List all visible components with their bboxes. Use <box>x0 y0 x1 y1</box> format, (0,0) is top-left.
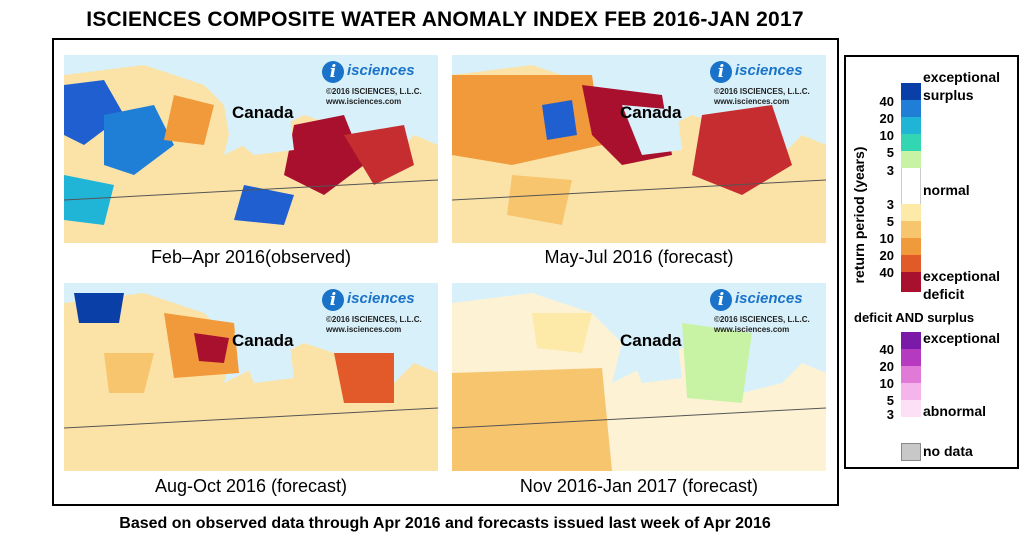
legend-swatch-deficit-3 <box>901 204 921 221</box>
map-label-canada: Canada <box>620 103 682 122</box>
caption-nov-jan: Nov 2016-Jan 2017 (forecast) <box>519 476 759 496</box>
logo-url: www.isciences.com <box>326 97 402 106</box>
map-label-canada: Canada <box>232 103 294 122</box>
legend-tick: 10 <box>879 231 894 246</box>
legend-axis-label: return period (years) <box>851 146 867 284</box>
legend-tick: 3 <box>886 163 894 178</box>
legend-swatch-nodata <box>901 443 921 461</box>
isciences-logo-icon: i <box>710 61 732 83</box>
legend-tick: 5 <box>886 214 894 229</box>
legend-label-exceptional-surplus-2: surplus <box>923 87 974 103</box>
logo-copyright: ©2016 ISCIENCES, L.L.C. <box>326 315 422 324</box>
isciences-logo-icon: i <box>322 61 344 83</box>
logo-brand: isciences <box>347 62 415 79</box>
anomaly-map-nov-jan <box>452 283 826 471</box>
isciences-logo: i isciences ©2016 ISCIENCES, L.L.C. www.… <box>322 61 432 111</box>
legend-tick: 40 <box>879 265 894 280</box>
logo-brand: isciences <box>735 62 803 79</box>
legend-tick: 20 <box>879 111 894 126</box>
legend-swatch-both-40 <box>901 332 921 349</box>
legend-label-both-abnormal: abnormal <box>923 403 987 419</box>
legend-swatch-both-3 <box>901 400 921 417</box>
maps-frame: Canada i isciences ©2016 ISCIENCES, L.L.… <box>52 38 839 506</box>
legend-swatch-both-20 <box>901 349 921 366</box>
legend-label-nodata: no data <box>923 443 973 459</box>
map-panel-nov-jan: Canada i isciences ©2016 ISCIENCES, L.L.… <box>452 283 826 471</box>
footer-note: Based on observed data through Apr 2016 … <box>119 515 771 532</box>
logo-brand: isciences <box>347 290 415 307</box>
legend-swatch-deficit-40 <box>901 272 921 292</box>
legend-label-exceptional-deficit-1: exceptional <box>923 268 1001 284</box>
legend-label-both-exceptional: exceptional <box>923 330 1001 346</box>
logo-copyright: ©2016 ISCIENCES, L.L.C. <box>714 87 810 96</box>
legend: return period (years) exceptional surplu… <box>844 55 1019 469</box>
isciences-logo-icon: i <box>710 289 732 311</box>
isciences-logo: i isciences ©2016 ISCIENCES, L.L.C. www.… <box>710 289 820 339</box>
legend-swatch-surplus-3 <box>901 151 921 168</box>
map-label-canada: Canada <box>620 331 682 350</box>
legend-label-exceptional-surplus-1: exceptional <box>923 69 1001 85</box>
logo-copyright: ©2016 ISCIENCES, L.L.C. <box>714 315 810 324</box>
caption-aug-oct: Aug-Oct 2016 (forecast) <box>154 476 348 496</box>
legend-tick: 3 <box>886 197 894 212</box>
legend-tick: 20 <box>879 248 894 263</box>
logo-url: www.isciences.com <box>326 325 402 334</box>
legend-swatch-deficit-20 <box>901 255 921 272</box>
logo-url: www.isciences.com <box>714 97 790 106</box>
legend-tick: 5 <box>886 145 894 160</box>
legend-tick: 3 <box>886 407 894 422</box>
legend-tick: 40 <box>879 94 894 109</box>
legend-swatch-both-10 <box>901 366 921 383</box>
anomaly-map-feb-apr <box>64 55 438 243</box>
legend-swatch-normal <box>901 168 921 204</box>
legend-swatch-surplus-40 <box>901 83 921 100</box>
caption-may-jul: May-Jul 2016 (forecast) <box>544 247 734 267</box>
isciences-logo: i isciences ©2016 ISCIENCES, L.L.C. www.… <box>710 61 820 111</box>
map-panel-may-jul: Canada i isciences ©2016 ISCIENCES, L.L.… <box>452 55 826 243</box>
map-label-canada: Canada <box>232 331 294 350</box>
legend-tick: 10 <box>879 376 894 391</box>
isciences-logo-icon: i <box>322 289 344 311</box>
anomaly-map-may-jul <box>452 55 826 243</box>
legend-swatch-deficit-5 <box>901 221 921 238</box>
legend-tick: 5 <box>886 393 894 408</box>
map-panel-feb-apr: Canada i isciences ©2016 ISCIENCES, L.L.… <box>64 55 438 243</box>
map-panel-aug-oct: Canada i isciences ©2016 ISCIENCES, L.L.… <box>64 283 438 471</box>
legend-tick: 20 <box>879 359 894 374</box>
map-title: ISCIENCES COMPOSITE WATER ANOMALY INDEX … <box>86 8 804 31</box>
legend-tick: 10 <box>879 128 894 143</box>
logo-copyright: ©2016 ISCIENCES, L.L.C. <box>326 87 422 96</box>
caption-feb-apr: Feb–Apr 2016(observed) <box>150 247 352 267</box>
legend-swatch-deficit-10 <box>901 238 921 255</box>
isciences-logo: i isciences ©2016 ISCIENCES, L.L.C. www.… <box>322 289 432 339</box>
anomaly-map-aug-oct <box>64 283 438 471</box>
logo-brand: isciences <box>735 290 803 307</box>
legend-swatch-both-5 <box>901 383 921 400</box>
legend-tick: 40 <box>879 342 894 357</box>
logo-url: www.isciences.com <box>714 325 790 334</box>
legend-label-normal: normal <box>923 182 970 198</box>
legend-swatch-surplus-10 <box>901 117 921 134</box>
legend-label-exceptional-deficit-2: deficit <box>923 286 965 302</box>
legend-swatch-surplus-5 <box>901 134 921 151</box>
legend-swatch-surplus-20 <box>901 100 921 117</box>
legend-label-deficit-and-surplus: deficit AND surplus <box>854 310 975 325</box>
